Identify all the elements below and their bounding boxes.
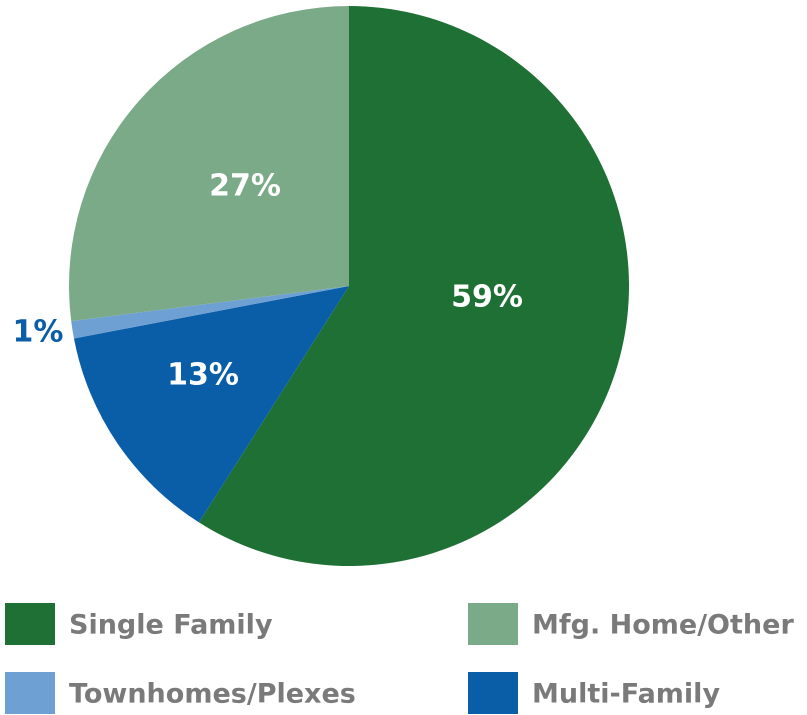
slice-label: 1% [13, 315, 64, 350]
legend-swatch [5, 603, 55, 645]
pie-slice [73, 286, 350, 523]
slice-label: 27% [209, 169, 281, 204]
legend-label: Mfg. Home/Other [532, 610, 794, 641]
pie-slice [198, 6, 629, 566]
slice-label: 13% [167, 358, 239, 393]
legend-label: Single Family [69, 610, 273, 641]
legend-label: Multi-Family [532, 679, 720, 710]
pie-slice [71, 286, 349, 339]
slice-label: 59% [451, 280, 523, 315]
legend-swatch [468, 603, 518, 645]
legend-swatch [468, 672, 518, 714]
legend-label: Townhomes/Plexes [69, 679, 356, 710]
pie-slice [68, 6, 349, 322]
legend-swatch [5, 672, 55, 714]
